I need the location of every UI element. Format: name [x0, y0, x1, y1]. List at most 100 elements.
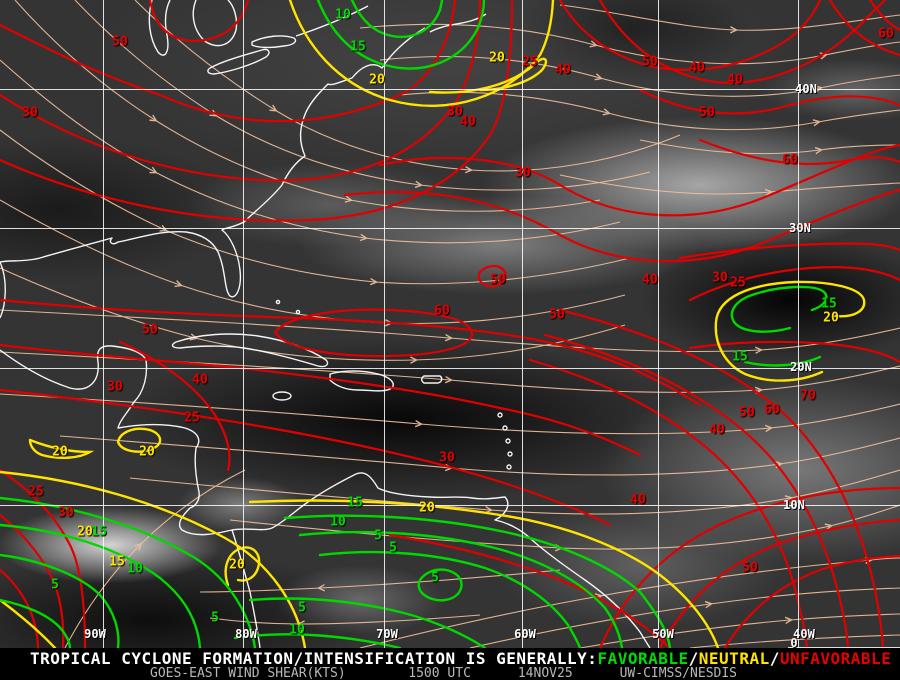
contours-unfavorable-layer: [0, 0, 900, 648]
footer-line2: GOES-EAST WIND SHEAR(KTS) 1500 UTC 14NOV…: [150, 666, 737, 680]
streamline: [359, 23, 900, 65]
contour-red: [598, 486, 900, 648]
contour-red: [0, 0, 514, 222]
contour-red: [0, 388, 612, 527]
contour-label: 50: [549, 307, 565, 323]
contour-green: [318, 550, 582, 648]
contour-red: [0, 513, 65, 648]
contour-label: 40: [555, 62, 571, 78]
streamline: [0, 129, 631, 284]
footer-segment: /: [688, 649, 699, 668]
contour-label: 15: [732, 349, 748, 365]
contour-red: [688, 340, 900, 364]
contour-red: [688, 266, 900, 302]
coastline-great-lakes: [207, 48, 270, 75]
coastline-puerto-rico: [421, 375, 443, 384]
coastline-great-lakes: [251, 35, 297, 49]
contour-red: [477, 264, 507, 288]
map-overlay: [0, 0, 900, 648]
contour-yellow: [0, 470, 307, 648]
contour-red: [558, 308, 885, 648]
coastline-bahamas: [275, 299, 281, 305]
contour-red: [343, 188, 900, 263]
contour-label: 10: [335, 7, 351, 23]
contour-red: [0, 0, 457, 123]
contour-label: 25: [522, 54, 538, 70]
contour-label: 30: [22, 105, 38, 121]
grid-label: 10N: [783, 498, 805, 512]
contour-green: [248, 597, 487, 648]
footer-segment: FAVORABLE: [597, 649, 689, 668]
coastline-bahamas: [295, 309, 301, 315]
contour-label: 40: [727, 72, 743, 88]
contour-label: 40: [192, 372, 208, 388]
contour-label: 40: [709, 422, 725, 438]
contour-label: 5: [431, 570, 439, 586]
contour-red: [528, 358, 809, 648]
longitude-line: [103, 0, 104, 648]
streamline: [399, 91, 900, 131]
contour-label: 25: [28, 484, 44, 500]
coastline-antilles: [505, 438, 511, 444]
contour-label: 50: [142, 322, 158, 338]
coastlines-layer: [0, 0, 651, 648]
contour-label: 15: [821, 296, 837, 312]
grid-label: 80W: [235, 627, 257, 641]
streamline: [0, 309, 900, 352]
latitude-line: [0, 89, 900, 90]
contour-label: 40: [460, 114, 476, 130]
contour-label: 10: [289, 622, 305, 638]
coastline-yucatan-central-america: [0, 345, 651, 648]
contour-green: [283, 514, 672, 648]
contour-green: [0, 523, 202, 648]
contour-red: [678, 242, 900, 260]
footer-segment: /: [769, 649, 780, 668]
contour-green: [730, 285, 828, 333]
latitude-line: [0, 368, 900, 369]
coastline-antilles: [497, 412, 503, 418]
contour-red: [723, 554, 900, 648]
contour-label: 70: [800, 388, 816, 404]
contour-label: 25: [730, 275, 746, 291]
streamline: [129, 469, 900, 515]
streamlines-layer: [0, 0, 900, 648]
contour-red: [0, 468, 87, 648]
contour-red: [148, 0, 250, 43]
contour-label: 50: [699, 105, 715, 121]
coastline-cuba: [171, 333, 329, 368]
coastline-mexico: [0, 261, 6, 319]
contour-label: 60: [434, 303, 450, 319]
contour-red: [0, 568, 40, 648]
contour-green: [743, 355, 822, 367]
contour-label: 5: [211, 610, 219, 626]
contour-label: 5: [374, 528, 382, 544]
contour-label: 15: [350, 39, 366, 55]
longitude-line: [658, 0, 659, 648]
longitude-line: [522, 0, 523, 648]
contour-yellow: [116, 427, 162, 453]
contour-label: 15: [347, 495, 363, 511]
contour-green: [0, 553, 120, 648]
streamline: [0, 59, 621, 244]
footer-line1: TROPICAL CYCLONE FORMATION/INTENSIFICATI…: [30, 649, 891, 668]
contour-label: 50: [490, 272, 506, 288]
longitude-line: [243, 0, 244, 648]
contour-label: 20: [77, 524, 93, 540]
contour-label: 30: [107, 379, 123, 395]
contour-red: [378, 143, 900, 217]
contour-green: [316, 0, 486, 70]
contour-label: 10: [127, 561, 143, 577]
contour-label: 20: [419, 500, 435, 516]
grid-label: 20N: [790, 360, 812, 374]
grid-label: 70W: [376, 627, 398, 641]
contour-yellow: [248, 499, 720, 648]
contour-red: [828, 0, 900, 57]
contour-label: 20: [52, 444, 68, 460]
contour-red: [598, 0, 887, 84]
contour-label: 50: [742, 560, 758, 576]
map: 40N 30N 20N 10N 0 90W 80W 70W 60W 50W 40W 50 30 25 40 5…: [0, 0, 900, 648]
contour-label: 40: [642, 272, 658, 288]
longitude-line: [798, 0, 799, 648]
grid-label: 40N: [795, 82, 817, 96]
contour-yellow: [288, 0, 555, 107]
